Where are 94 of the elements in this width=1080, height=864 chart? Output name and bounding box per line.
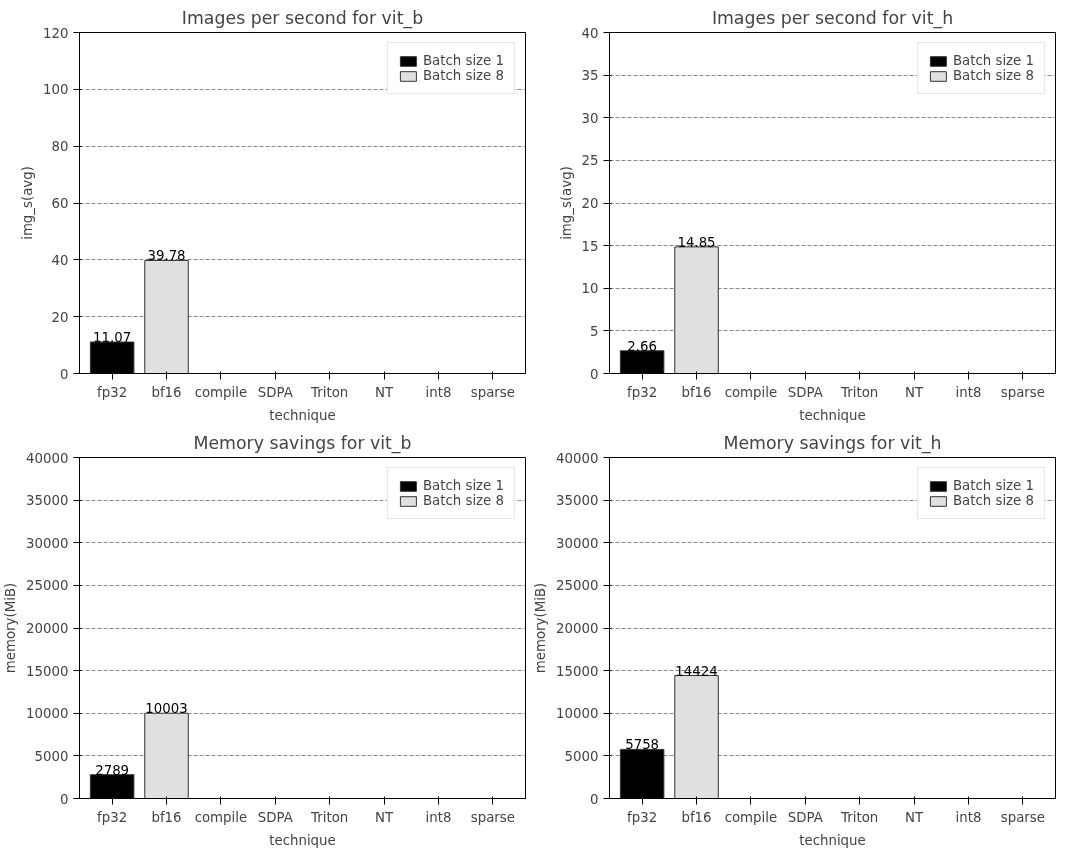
y-tick-label: 30	[581, 110, 599, 126]
y-tick-label: 15000	[556, 663, 599, 679]
y-tick-label: 5000	[34, 748, 69, 764]
y-tick-label: 15	[581, 238, 599, 254]
chart-title: Memory savings for vit_h	[723, 432, 942, 454]
y-tick-label: 25000	[556, 578, 599, 594]
data-label: 11.07	[93, 330, 132, 346]
y-tick-label: 5000	[564, 748, 599, 764]
x-tick-label: Triton	[840, 384, 879, 400]
y-tick-label: 60	[51, 196, 69, 211]
x-tick-label: compile	[194, 384, 248, 400]
x-tick-label: Triton	[310, 809, 349, 825]
data-label: 14424	[675, 663, 718, 679]
x-tick-label: compile	[194, 809, 248, 825]
y-tick-label: 25000	[26, 578, 69, 594]
y-tick-label: 30000	[26, 535, 69, 551]
legend-label: Batch size 1	[422, 478, 504, 493]
y-tick-label: 0	[590, 791, 599, 807]
x-tick-label: SDPA	[257, 384, 293, 400]
chart-title: Images per second for vit_h	[711, 7, 954, 29]
x-tick-label: compile	[724, 384, 778, 400]
y-tick-label: 20000	[556, 621, 599, 636]
x-axis-title: technique	[269, 832, 336, 848]
legend-label: Batch size 8	[422, 68, 504, 83]
x-tick-label: int8	[955, 384, 982, 400]
data-label: 14.85	[677, 234, 716, 250]
x-tick-label: sparse	[1000, 384, 1045, 400]
y-tick-label: 35000	[26, 493, 69, 509]
x-tick-label: sparse	[470, 809, 515, 825]
chart-title: Memory savings for vit_b	[193, 432, 412, 454]
legend-label: Batch size 8	[422, 493, 504, 508]
legend-label: Batch size 1	[952, 478, 1034, 493]
y-tick-label: 80	[51, 139, 69, 155]
x-tick-label: bf16	[681, 384, 712, 400]
y-tick-label: 20	[51, 309, 69, 325]
x-tick-label: int8	[425, 809, 452, 825]
y-tick-label: 10	[581, 281, 599, 297]
legend-label: Batch size 1	[422, 53, 504, 68]
y-axis-title: memory(MiB)	[3, 582, 19, 674]
y-tick-label: 40	[581, 25, 599, 41]
y-tick-label: 10000	[26, 706, 69, 722]
x-tick-label: sparse	[1000, 809, 1045, 825]
y-tick-label: 0	[60, 366, 69, 382]
x-axis-title: technique	[799, 832, 866, 848]
x-tick-label: int8	[425, 384, 452, 400]
x-tick-label: fp32	[627, 384, 658, 400]
y-axis-title: memory(MiB)	[533, 582, 549, 674]
legend-label: Batch size 8	[952, 493, 1034, 508]
x-tick-label: fp32	[97, 384, 128, 400]
x-tick-label: compile	[724, 809, 778, 825]
x-tick-label: bf16	[151, 384, 182, 400]
x-tick-label: NT	[905, 809, 924, 825]
x-tick-label: Triton	[310, 384, 349, 400]
y-tick-label: 20000	[26, 621, 69, 636]
y-axis-title: img_s(avg)	[558, 166, 574, 240]
data-label: 10003	[145, 701, 188, 717]
x-tick-label: int8	[955, 809, 982, 825]
y-tick-label: 120	[43, 25, 69, 41]
y-tick-label: 25	[581, 153, 599, 169]
x-tick-label: NT	[905, 384, 924, 400]
data-label: 39.78	[147, 248, 186, 264]
y-tick-label: 40000	[26, 450, 69, 466]
legend-label: Batch size 8	[952, 68, 1034, 83]
x-tick-label: Triton	[840, 809, 879, 825]
x-tick-label: NT	[375, 809, 394, 825]
y-tick-label: 35	[581, 68, 599, 84]
y-tick-label: 5	[590, 323, 599, 339]
y-tick-label: 40000	[556, 450, 599, 466]
x-tick-label: SDPA	[257, 809, 293, 825]
y-tick-label: 35000	[556, 493, 599, 509]
y-tick-label: 10000	[556, 706, 599, 722]
y-tick-label: 0	[590, 366, 599, 382]
y-tick-label: 40	[51, 252, 69, 268]
x-tick-label: NT	[375, 384, 394, 400]
data-label: 2789	[95, 762, 130, 778]
x-tick-label: bf16	[681, 809, 712, 825]
y-tick-label: 30000	[556, 535, 599, 551]
y-tick-label: 15000	[26, 663, 69, 679]
y-tick-label: 20	[581, 196, 599, 211]
x-tick-label: SDPA	[787, 809, 823, 825]
x-axis-title: technique	[269, 407, 336, 423]
data-label: 5758	[625, 737, 660, 753]
legend-label: Batch size 1	[952, 53, 1034, 68]
x-tick-label: sparse	[470, 384, 515, 400]
y-tick-label: 0	[60, 791, 69, 807]
chart-title: Images per second for vit_b	[181, 7, 424, 29]
x-axis-title: technique	[799, 407, 866, 423]
x-tick-label: SDPA	[787, 384, 823, 400]
y-axis-title: img_s(avg)	[20, 166, 36, 240]
x-tick-label: fp32	[97, 809, 128, 825]
y-tick-label: 100	[43, 82, 69, 98]
x-tick-label: bf16	[151, 809, 182, 825]
x-tick-label: fp32	[627, 809, 658, 825]
data-label: 2.66	[627, 338, 657, 354]
